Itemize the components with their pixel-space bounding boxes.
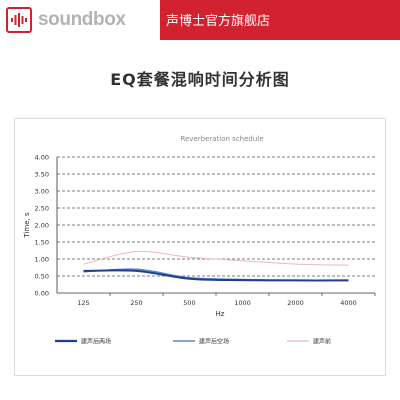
y-axis-label: Time, s (23, 212, 31, 239)
chart-title: Reverberation schedule (180, 135, 263, 143)
chart-canvas: Reverberation schedule 0.00 0.50 1.00 1.50 2.… (23, 135, 376, 346)
y-tick-label: 0.00 (35, 290, 49, 298)
x-tick-label: 2000 (287, 299, 304, 307)
store-header: soundbox 声博士官方旗舰店 (0, 0, 400, 40)
x-tick-label: 1000 (234, 299, 251, 307)
y-tick-label: 0.50 (35, 273, 49, 281)
x-tick-label: 4000 (340, 299, 357, 307)
x-axis-label: Hz (216, 310, 225, 318)
x-tick-label: 125 (77, 299, 89, 307)
y-tick-label: 1.50 (35, 239, 49, 247)
x-tick-label: 500 (183, 299, 195, 307)
store-name: 声博士官方旗舰店 (166, 14, 271, 29)
y-tick-label: 3.00 (35, 188, 49, 196)
legend-label-1: 建声后两场 (81, 338, 111, 346)
y-tick-label: 4.00 (35, 154, 49, 162)
store-name-banner[interactable]: 声博士官方旗舰店 (160, 0, 400, 40)
reverberation-chart: Reverberation schedule 0.00 0.50 1.00 1.50 2.… (14, 118, 386, 376)
series-line-3 (83, 250, 349, 266)
logo-text: soundbox (38, 9, 126, 30)
y-tick-label: 2.50 (35, 205, 49, 213)
brand-logo[interactable]: soundbox (6, 7, 126, 33)
page-title: EQ套餐混响时间分析图 (110, 70, 290, 89)
x-tick-label: 250 (130, 299, 142, 307)
legend-label-3: 建声前 (313, 338, 331, 346)
y-tick-label: 1.00 (35, 256, 49, 264)
series-line-1 (83, 269, 349, 282)
y-tick-label: 3.50 (35, 171, 49, 179)
legend-label-2: 建声后空场 (199, 338, 229, 346)
y-tick-label: 2.00 (35, 222, 49, 230)
soundbox-logo-icon (6, 7, 32, 33)
